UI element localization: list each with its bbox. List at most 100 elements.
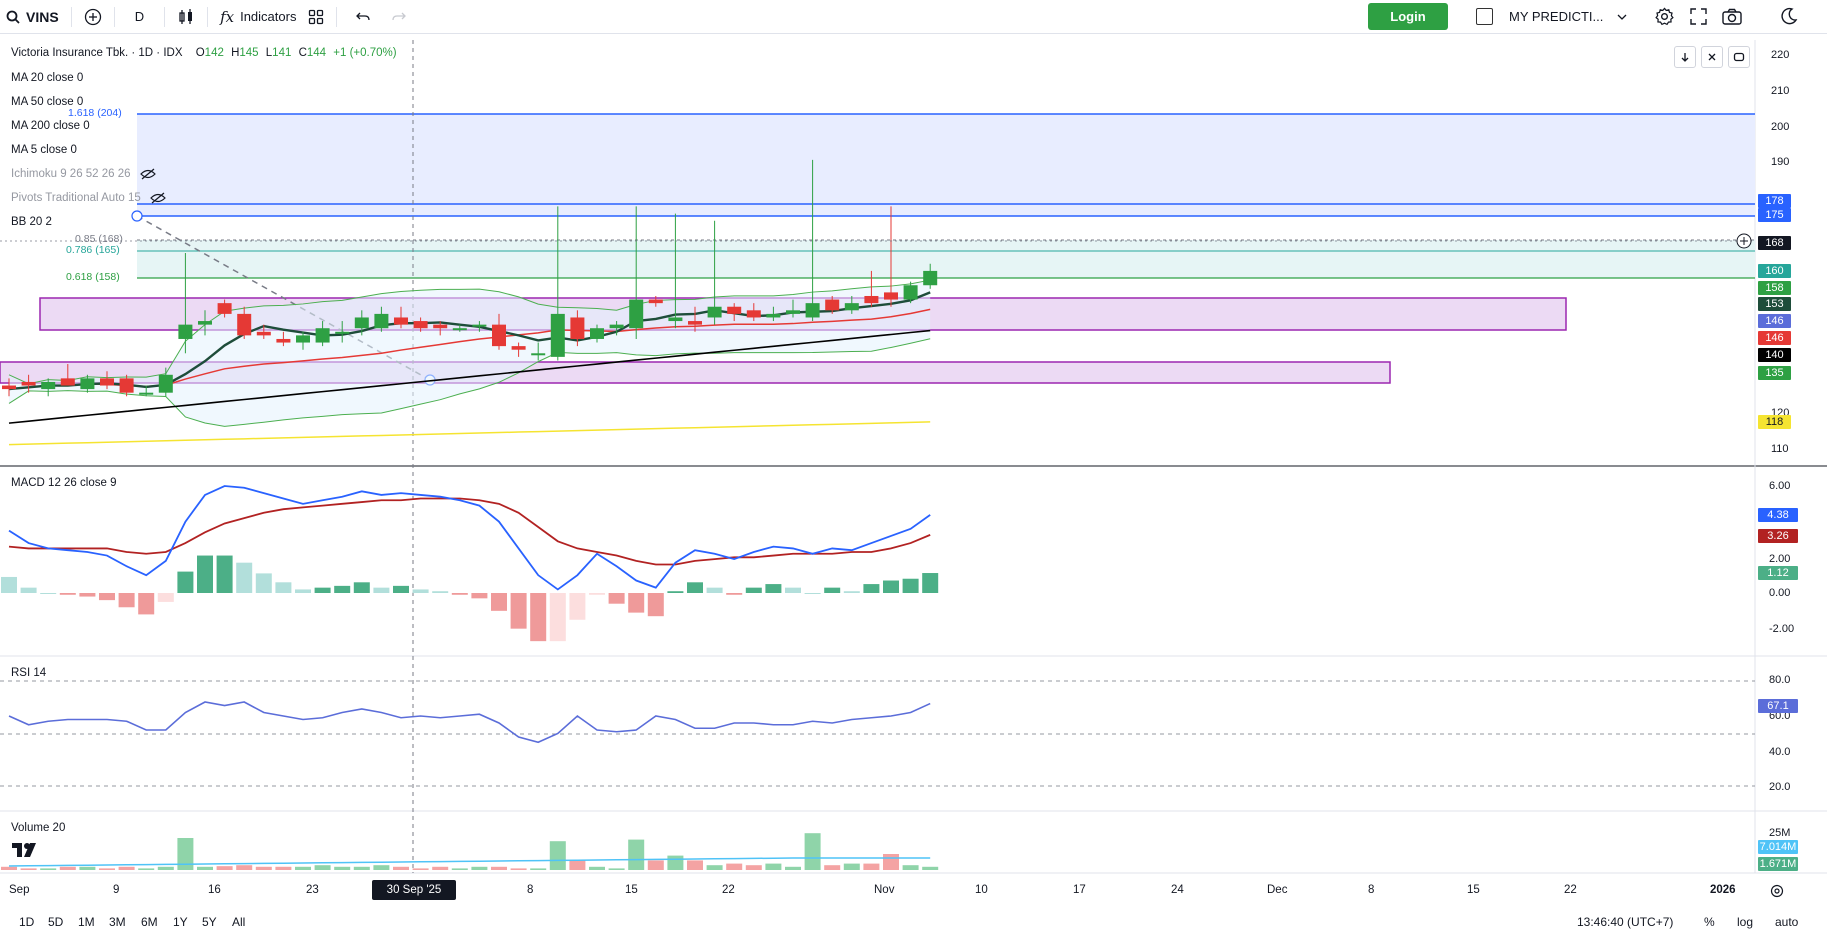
symbol-search[interactable]: VINS <box>0 0 65 33</box>
ohlc-low: 141 <box>272 47 292 59</box>
volume-bar <box>765 863 782 870</box>
candle-body <box>80 378 95 390</box>
time-tick-label: 9 <box>113 884 120 896</box>
axis-value-tag: 1.671M <box>1758 857 1798 871</box>
fullscreen-icon[interactable] <box>1690 8 1707 25</box>
candle-body <box>139 392 154 395</box>
prediction-toggle[interactable]: MY PREDICTI... <box>1476 0 1627 33</box>
legend-bb[interactable]: BB 20 2 <box>11 216 52 228</box>
legend-ma5[interactable]: MA 5 close 0 <box>11 144 77 156</box>
log-toggle[interactable]: log <box>1737 915 1754 929</box>
legend-rsi[interactable]: RSI 14 <box>11 667 47 679</box>
chart-scroll-down-button[interactable] <box>1674 46 1696 68</box>
volume-bar <box>647 860 664 870</box>
theme-moon-icon[interactable] <box>1780 7 1798 25</box>
macd-histogram-bar <box>353 582 370 593</box>
ma200-line <box>8 421 931 446</box>
clock[interactable]: 13:46:40 (UTC+7) <box>1577 915 1674 929</box>
axis-tick-label: 40.0 <box>1769 746 1791 758</box>
legend-ma50[interactable]: MA 50 close 0 <box>11 96 84 108</box>
time-tick-label: 15 <box>1467 884 1480 896</box>
time-axis-settings-icon[interactable] <box>1770 884 1784 898</box>
chart-type-button[interactable] <box>171 0 201 33</box>
axis-tick-label: -2.00 <box>1769 623 1795 635</box>
macd-histogram-bar <box>432 591 449 593</box>
eye-hidden-icon[interactable] <box>150 192 166 204</box>
legend-ma20[interactable]: MA 20 close 0 <box>11 72 84 84</box>
camera-icon[interactable] <box>1722 8 1742 25</box>
collapse-button[interactable] <box>1701 46 1723 68</box>
macd-histogram-bar <box>393 585 409 593</box>
candle-body <box>570 317 585 339</box>
time-tick-label: Dec <box>1267 884 1288 896</box>
ohlc-change: +1 (+0.70%) <box>333 47 397 59</box>
legend-volume[interactable]: Volume 20 <box>11 822 66 834</box>
legend-macd[interactable]: MACD 12 26 close 9 <box>11 477 117 489</box>
macd-histogram-bar <box>1 576 17 593</box>
auto-toggle[interactable]: auto <box>1775 915 1799 929</box>
macd-histogram-bar <box>334 585 351 593</box>
volume-bar <box>216 866 233 870</box>
chevron-down-icon[interactable] <box>1617 13 1627 21</box>
time-tick-label: 22 <box>722 884 735 896</box>
settings-gear-icon[interactable] <box>1655 7 1674 26</box>
time-tick-label: Sep <box>9 884 30 896</box>
legend-ichimoku[interactable]: Ichimoku 9 26 52 26 26 <box>11 168 156 180</box>
candle-body <box>844 303 859 311</box>
range-button-1y[interactable]: 1Y <box>173 915 188 929</box>
candle-body <box>707 306 722 318</box>
candle-body <box>472 324 487 327</box>
candle-body <box>727 306 742 314</box>
volume-bar <box>824 865 841 870</box>
range-button-all[interactable]: All <box>232 915 246 929</box>
compare-button[interactable] <box>78 0 108 33</box>
percent-toggle[interactable]: % <box>1704 915 1715 929</box>
price-tick-label: 210 <box>1771 84 1790 97</box>
redo-button[interactable] <box>383 0 415 33</box>
candle-body <box>119 378 134 393</box>
candle-body <box>335 331 350 334</box>
volume-bar <box>706 865 723 870</box>
macd-histogram-bar <box>804 593 821 594</box>
range-button-6m[interactable]: 6M <box>141 915 158 929</box>
macd-histogram-bar <box>412 589 429 593</box>
volume-bar <box>510 868 527 870</box>
volume-bar <box>295 866 311 870</box>
macd-histogram-bar <box>373 587 390 593</box>
range-button-1m[interactable]: 1M <box>78 915 95 929</box>
range-button-5d[interactable]: 5D <box>48 915 64 929</box>
legend-ma200[interactable]: MA 200 close 0 <box>11 120 90 132</box>
crosshair-time-text: 30 Sep '25 <box>386 884 442 896</box>
volume-bar <box>863 863 880 870</box>
macd-histogram-bar <box>745 587 762 593</box>
eye-hidden-icon[interactable] <box>139 168 156 180</box>
candle-body <box>41 381 56 390</box>
time-tick-label: 17 <box>1073 884 1086 896</box>
macd-histogram-bar <box>451 593 468 595</box>
templates-button[interactable] <box>302 0 330 33</box>
collapse-icon <box>1708 53 1716 61</box>
macd-histogram-bar <box>216 555 233 593</box>
volume-bar <box>373 865 390 870</box>
reset-button[interactable] <box>1728 46 1750 68</box>
macd-histogram-bar <box>197 555 213 593</box>
volume-pane <box>1 833 939 870</box>
indicators-button[interactable]: fx Indicators <box>214 0 302 33</box>
volume-bar <box>40 868 57 870</box>
price-tag: 146 <box>1758 314 1791 328</box>
undo-button[interactable] <box>343 0 383 33</box>
macd-pane <box>1 485 939 642</box>
time-tick-label: 8 <box>1368 884 1375 896</box>
candle-body <box>923 270 938 286</box>
login-button[interactable]: Login <box>1368 3 1448 30</box>
prediction-checkbox[interactable] <box>1476 8 1493 25</box>
top-toolbar: VINS D fx Indicators <box>0 0 1827 34</box>
interval-button[interactable]: D <box>121 0 158 33</box>
range-button-5y[interactable]: 5Y <box>202 915 217 929</box>
symbol-name: VINS <box>26 8 59 25</box>
candle-body <box>492 324 506 347</box>
legend-pivots[interactable]: Pivots Traditional Auto 15 <box>11 192 166 204</box>
range-button-3m[interactable]: 3M <box>109 915 126 929</box>
range-button-1d[interactable]: 1D <box>19 915 35 929</box>
